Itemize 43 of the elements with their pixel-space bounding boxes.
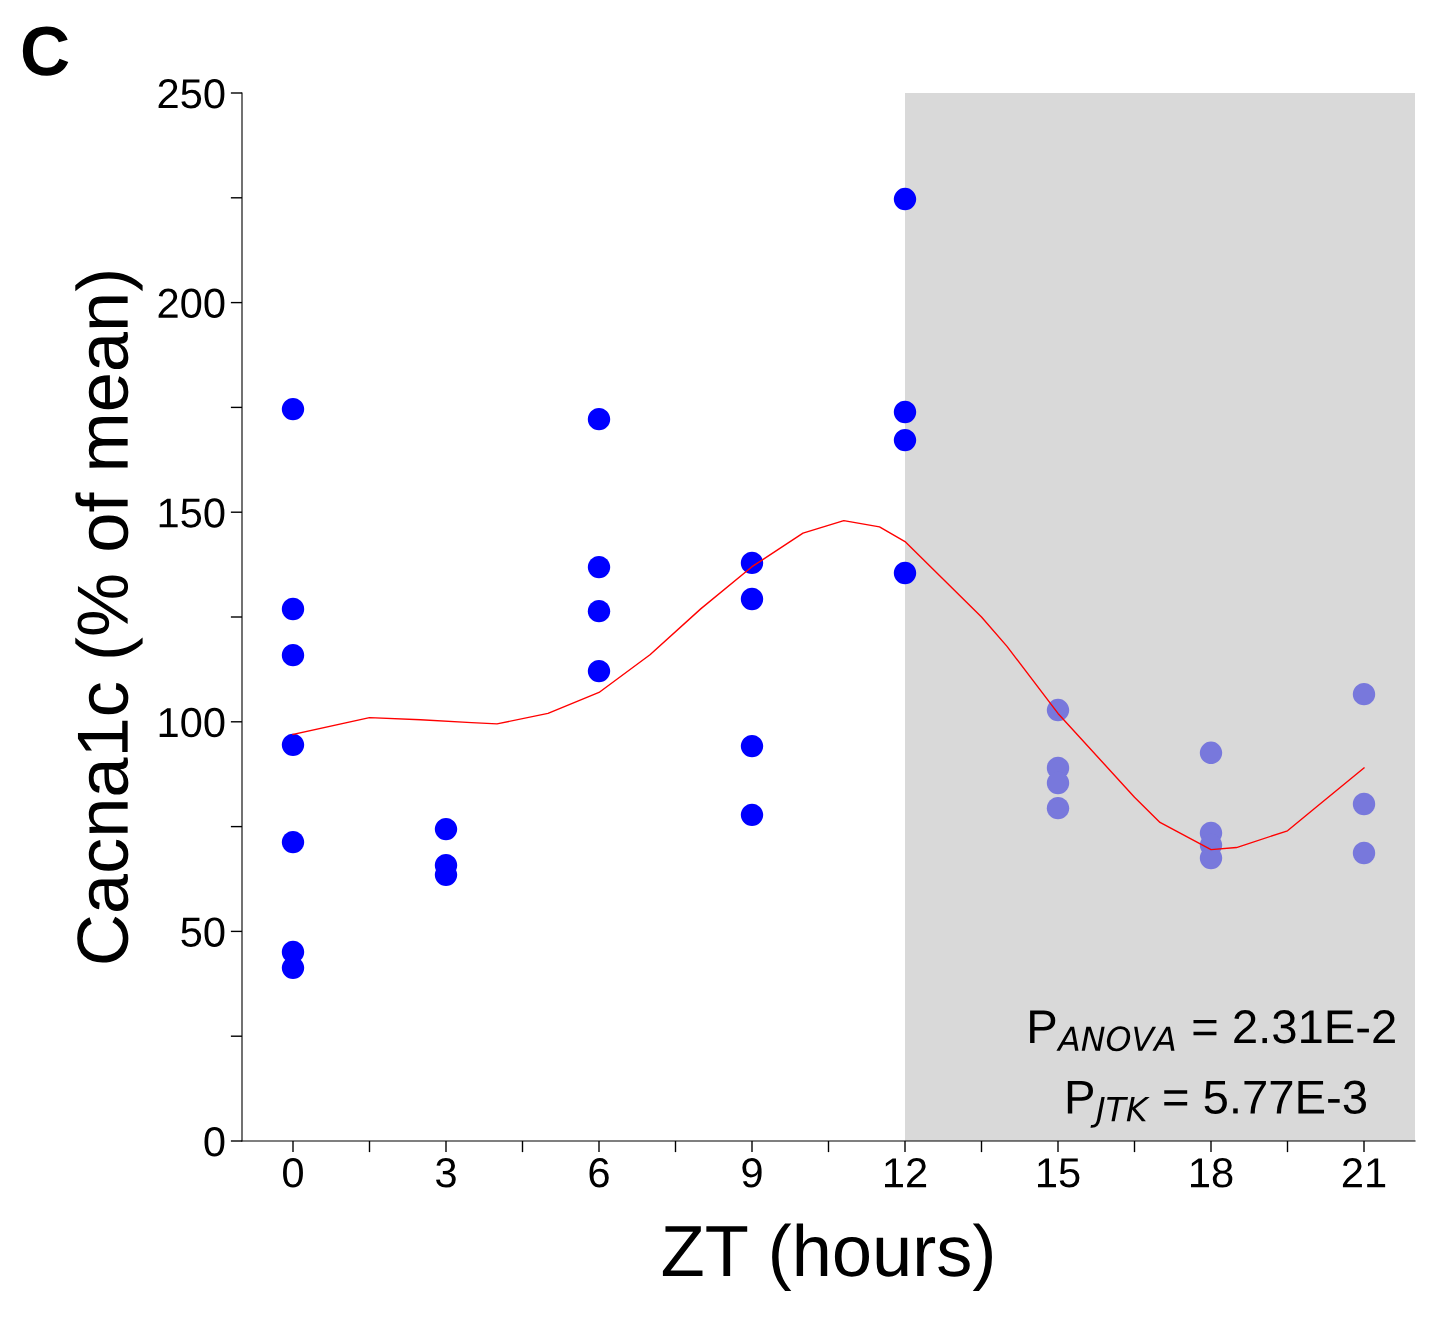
point <box>1046 698 1070 722</box>
y-tick-label: 250 <box>158 79 225 109</box>
point <box>281 397 305 421</box>
point <box>587 407 611 431</box>
x-axis-title: ZT (hours) <box>662 1223 992 1291</box>
point <box>1199 741 1223 765</box>
x-tick-label: 12 <box>885 1158 927 1188</box>
x-tick-label: 0 <box>283 1158 303 1188</box>
point <box>1352 841 1376 865</box>
point <box>1046 796 1070 820</box>
point <box>1352 682 1376 706</box>
annotation: P$_{JTK}$ = 5.77E-3 <box>1067 1080 1366 1128</box>
x-tick-label: 21 <box>1342 1158 1386 1188</box>
point <box>740 734 764 758</box>
y-axis-title: Cacna1c (% of mean) <box>75 272 143 963</box>
y-tick-label: 200 <box>158 288 225 319</box>
y-tick-label: 50 <box>181 917 225 947</box>
point <box>587 555 611 579</box>
point <box>587 659 611 683</box>
x-tick-label: 15 <box>1038 1158 1080 1188</box>
point <box>1352 792 1376 816</box>
point <box>893 400 917 424</box>
point <box>740 587 764 611</box>
point <box>893 187 917 211</box>
point <box>587 599 611 623</box>
y-tick-label: 100 <box>159 707 225 738</box>
point <box>893 561 917 585</box>
y-tick-label: 150 <box>159 498 225 528</box>
point <box>281 733 305 757</box>
point <box>740 803 764 827</box>
x-tick-label: 18 <box>1191 1158 1233 1188</box>
y-tick-label: 0 <box>204 1127 225 1157</box>
point <box>740 551 764 575</box>
x-tick-label: 6 <box>589 1158 609 1188</box>
point <box>434 817 458 841</box>
point <box>281 830 305 854</box>
point <box>893 428 917 452</box>
annotation: P$_{ANOVA}$ = 2.31E-2 <box>1030 1010 1395 1052</box>
point <box>281 597 305 621</box>
x-tick-label: 3 <box>436 1158 456 1188</box>
x-tick-label: 9 <box>742 1158 762 1188</box>
chart-title: C <box>22 26 69 76</box>
point <box>281 643 305 667</box>
